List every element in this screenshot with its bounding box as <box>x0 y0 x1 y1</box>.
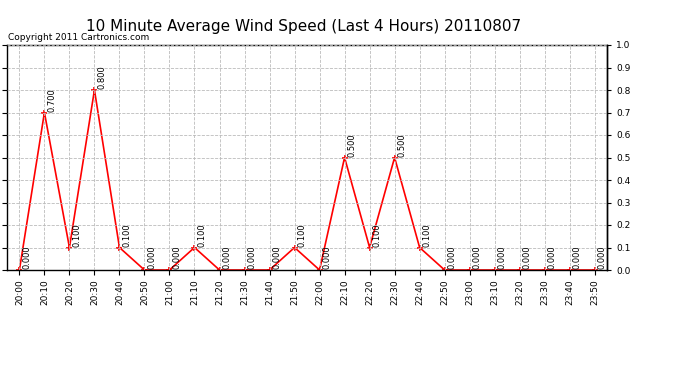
Text: 0.500: 0.500 <box>397 133 406 157</box>
Text: 0.000: 0.000 <box>222 246 231 269</box>
Text: 0.100: 0.100 <box>122 223 131 247</box>
Text: Copyright 2011 Cartronics.com: Copyright 2011 Cartronics.com <box>8 33 149 42</box>
Text: 0.100: 0.100 <box>72 223 81 247</box>
Text: 0.000: 0.000 <box>447 246 456 269</box>
Text: 0.100: 0.100 <box>422 223 431 247</box>
Text: 0.100: 0.100 <box>197 223 206 247</box>
Text: 0.800: 0.800 <box>97 66 106 89</box>
Text: 0.000: 0.000 <box>473 246 482 269</box>
Text: 0.000: 0.000 <box>172 246 181 269</box>
Text: 0.000: 0.000 <box>598 246 607 269</box>
Text: 0.000: 0.000 <box>247 246 256 269</box>
Text: 0.100: 0.100 <box>373 223 382 247</box>
Text: 0.000: 0.000 <box>322 246 331 269</box>
Text: 0.000: 0.000 <box>547 246 556 269</box>
Text: 0.700: 0.700 <box>47 88 56 112</box>
Text: 0.000: 0.000 <box>497 246 506 269</box>
Text: 0.100: 0.100 <box>297 223 306 247</box>
Text: 0.000: 0.000 <box>147 246 156 269</box>
Text: 0.000: 0.000 <box>273 246 282 269</box>
Text: 0.000: 0.000 <box>522 246 531 269</box>
Text: 10 Minute Average Wind Speed (Last 4 Hours) 20110807: 10 Minute Average Wind Speed (Last 4 Hou… <box>86 19 521 34</box>
Text: 0.000: 0.000 <box>22 246 31 269</box>
Text: 0.000: 0.000 <box>573 246 582 269</box>
Text: 0.500: 0.500 <box>347 133 356 157</box>
